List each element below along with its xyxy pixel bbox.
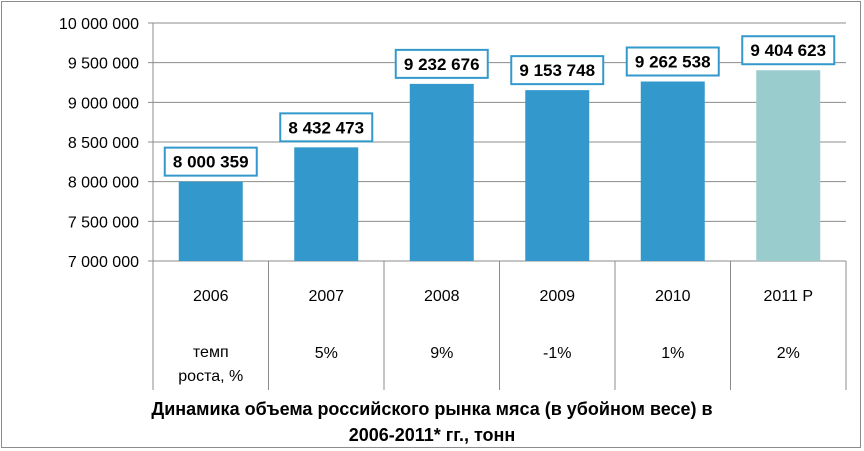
y-tick-label: 10 000 000 [59, 16, 139, 33]
data-label: 8 000 359 [173, 153, 249, 172]
x-tick-label: 2008 [424, 288, 460, 305]
x-tick-label: 2006 [193, 288, 229, 305]
x-tick-label: 2009 [539, 288, 575, 305]
chart-title-line-2: 2006-2011* гг., тонн [348, 425, 516, 445]
growth-rate-label: 9% [430, 345, 453, 362]
growth-rate-label: -1% [543, 345, 571, 362]
data-label-box [741, 35, 836, 66]
data-label: 9 262 538 [635, 53, 711, 72]
data-label: 9 404 623 [750, 41, 826, 60]
chart-title: Динамика объема российского рынка мяса (… [0, 396, 864, 448]
data-label: 9 232 676 [404, 55, 480, 74]
y-tick-label: 7 500 000 [68, 214, 139, 231]
data-label-box [510, 55, 605, 86]
bar [525, 90, 590, 262]
data-label-box [394, 48, 489, 79]
y-tick-label: 9 500 000 [68, 56, 139, 73]
growth-row-label: темп [193, 344, 229, 361]
data-label: 9 153 748 [519, 61, 595, 80]
data-label-box [163, 146, 258, 177]
y-tick-label: 8 500 000 [68, 135, 139, 152]
x-tick-label: 2007 [308, 288, 344, 305]
bar [756, 70, 821, 261]
bar [178, 181, 243, 261]
bar [640, 81, 705, 262]
data-label: 8 432 473 [288, 118, 364, 137]
bar [409, 83, 474, 261]
y-tick-label: 9 000 000 [68, 95, 139, 112]
growth-rate-label: 1% [661, 345, 684, 362]
data-label-box [279, 112, 374, 143]
growth-rate-label: 2% [777, 345, 800, 362]
x-tick-label: 2010 [655, 288, 691, 305]
y-tick-label: 7 000 000 [68, 254, 139, 271]
chart-title-line-1: Динамика объема российского рынка мяса (… [151, 399, 713, 419]
y-tick-label: 8 000 000 [68, 175, 139, 192]
bar [294, 147, 359, 261]
data-label-box [625, 46, 720, 77]
growth-row-label: роста, % [178, 368, 243, 385]
growth-rate-label: 5% [315, 345, 338, 362]
x-tick-label: 2011 Р [763, 288, 813, 305]
